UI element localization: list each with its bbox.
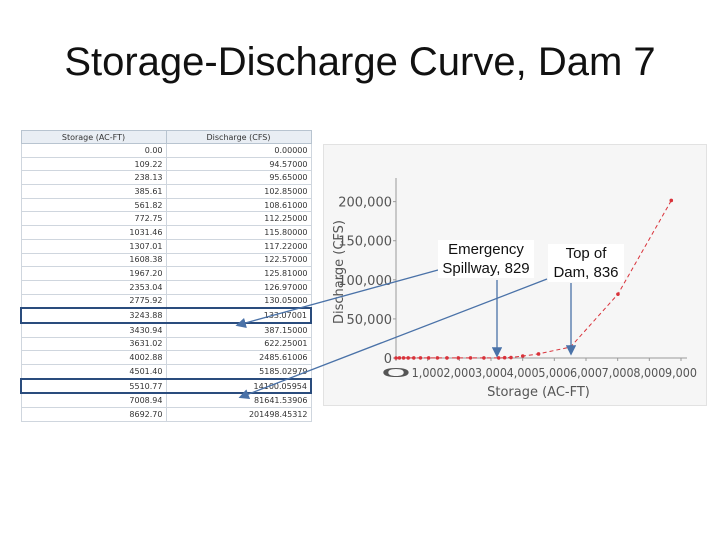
x-tick-label: 4,000 — [507, 366, 539, 380]
top-of-dam-label: Top of Dam, 836 — [548, 244, 624, 282]
y-tick-label: 100,000 — [338, 274, 392, 289]
x-tick-label: 3,000 — [475, 366, 507, 380]
data-point — [401, 356, 406, 360]
x-tick-label: 7,000 — [602, 366, 634, 380]
x-tick-label: 8,000 — [633, 366, 665, 380]
y-axis-label: Discharge (CFS) — [332, 220, 347, 324]
x-tick-label: 0 — [380, 366, 412, 380]
data-point — [445, 356, 449, 360]
emergency-spillway-line-1: Emergency — [448, 241, 524, 258]
table-row[interactable]: 7008.94 81641.53906 — [20, 392, 312, 409]
table-row[interactable]: 109.22 94.57000 — [20, 156, 312, 172]
data-point — [411, 356, 416, 360]
data-point — [435, 356, 440, 360]
series-line — [395, 200, 672, 359]
discharge-cell: 81641.53906 — [165, 392, 312, 409]
table-row[interactable]: 4002.88 2485.61006 — [20, 350, 312, 365]
data-point — [536, 352, 541, 356]
top-of-dam-line-2: Dam, 836 — [553, 264, 619, 281]
discharge-cell: 14100.05954 — [165, 377, 312, 395]
spillway-table-arrow — [235, 269, 439, 328]
data-point — [502, 355, 507, 360]
table-row[interactable]: 4501.40 5185.02979 — [20, 363, 312, 380]
x-tick-label: 2,000 — [443, 366, 475, 380]
x-tick-label: 6,000 — [570, 366, 602, 380]
x-tick-label: 1,000 — [412, 366, 444, 380]
storage-discharge-table: Storage (AC-FT) Discharge (CFS) 0.00 0.00… — [20, 130, 312, 422]
data-point — [496, 356, 501, 360]
data-point — [482, 356, 486, 360]
table-header-row: Storage (AC-FT) Discharge (CFS) — [20, 130, 312, 144]
table-row[interactable]: 385.61 102.85000 — [20, 184, 312, 199]
x-axis-label: Storage (AC-FT) — [487, 385, 590, 400]
top-of-dam-line-1: Top of — [565, 245, 607, 262]
data-point — [394, 356, 398, 360]
discharge-column-header[interactable]: Discharge (CFS) — [165, 130, 312, 144]
x-tick-label: 9,000 — [665, 366, 697, 380]
data-point — [456, 356, 461, 360]
data-point — [406, 356, 411, 360]
y-tick-label: 150,000 — [338, 235, 392, 250]
storage-cell: 7008.94 — [20, 392, 167, 409]
table-row[interactable]: 1608.38 122.57000 — [20, 252, 312, 268]
slide-title: Storage-Discharge Curve, Dam 7 — [64, 40, 656, 84]
table-row[interactable]: 8692.70 201498.45312 — [20, 407, 312, 422]
data-point — [418, 356, 423, 360]
y-tick-label: 200,000 — [338, 196, 392, 211]
data-point — [509, 355, 513, 360]
discharge-cell: 201498.45312 — [165, 407, 312, 422]
y-tick-label: 0 — [384, 352, 392, 367]
y-tick-label: 50,000 — [347, 313, 393, 328]
emergency-spillway-label: Emergency Spillway, 829 — [438, 240, 534, 278]
data-point — [397, 356, 402, 360]
x-tick-label: 5,000 — [538, 366, 570, 380]
data-point — [468, 356, 473, 360]
emergency-spillway-line-2: Spillway, 829 — [442, 260, 530, 277]
data-point — [669, 198, 674, 203]
table-row[interactable]: 5510.77 14100.05954 — [20, 377, 312, 395]
table-row[interactable]: 3631.02 622.25001 — [20, 336, 312, 352]
table-row[interactable]: 1031.46 115.80000 — [20, 225, 312, 240]
data-table: Storage (AC-FT) Discharge (CFS) 0.00 0.00… — [20, 130, 312, 422]
table-row[interactable]: 3243.88 133.07001 — [20, 307, 312, 324]
table-row[interactable]: 561.82 108.61000 — [20, 197, 312, 213]
top-of-dam-table-arrow — [238, 278, 548, 400]
data-point — [616, 292, 620, 296]
data-point — [520, 354, 525, 358]
data-point — [426, 356, 431, 360]
storage-cell: 8692.70 — [20, 407, 167, 422]
